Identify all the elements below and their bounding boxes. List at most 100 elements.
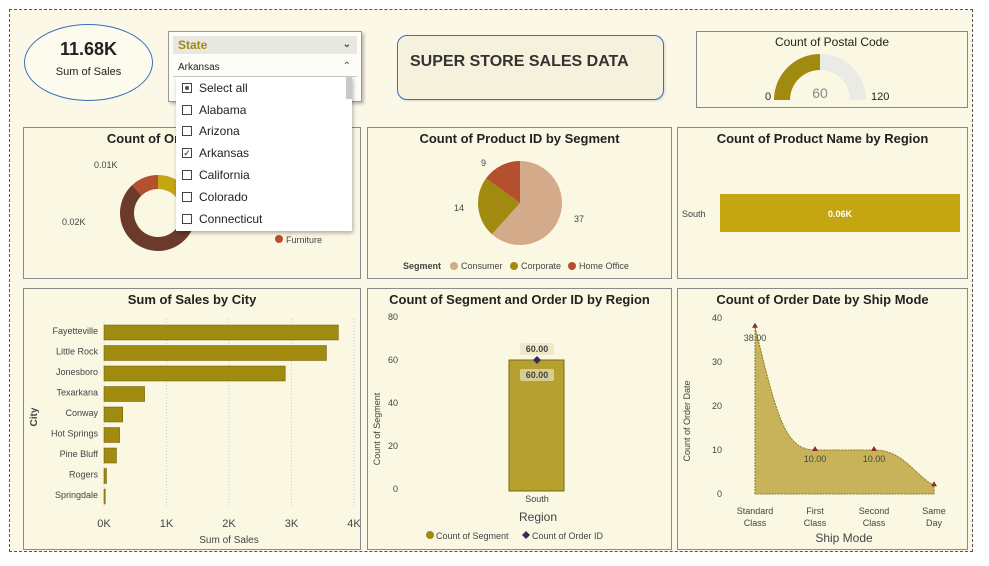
area-marker [752,322,758,328]
slicer-dropdown[interactable]: Select all Alabama Arizona ✓ Arkansas Califor… [176,77,352,231]
donut-label-large: 0.02K [62,217,86,227]
y-tick-label: 0 [717,489,722,499]
segment-order-panel[interactable]: Count of Segment and Order ID by Region … [367,288,672,550]
chevron-down-icon[interactable]: ⌄ [342,39,351,50]
city-bar [103,468,107,484]
slicer-option-connecticut[interactable]: Connecticut [176,208,352,230]
checkbox-icon[interactable] [182,126,192,137]
legend-dot-consumer [450,262,458,270]
area-data-label: 10.00 [804,454,827,464]
x-tick-label: 4K [347,518,361,530]
donut-label-small: 0.01K [94,160,118,170]
slicer-title: State [178,38,208,52]
slicer-header[interactable]: State ⌄ [173,36,357,54]
city-label: Fayetteville [52,326,98,336]
city-bar [103,386,145,402]
donut-slice [120,185,196,251]
legend-orderid: Count of Order ID [532,531,604,541]
sales-axis-title: Sum of Sales [199,535,258,546]
city-label: Conway [65,408,98,418]
kpi-card[interactable]: 11.68K Sum of Sales [24,24,153,101]
shipmode-axis-title: Ship Mode [815,531,873,545]
kpi-label: Sum of Sales [55,66,122,78]
city-label: Rogers [69,470,99,480]
slicer-option-arkansas[interactable]: ✓ Arkansas [176,142,352,164]
city-bar [103,406,123,423]
checkbox-icon[interactable] [182,213,192,224]
product-region-chart: South 0.06K [682,194,960,232]
legend-homeoffice: Home Office [579,261,629,271]
slicer-option-alabama[interactable]: Alabama [176,99,352,121]
y-tick-label: 10 [712,445,722,455]
pie-slice-home-office [486,161,520,203]
checkbox-icon[interactable] [182,82,192,93]
segment-axis-title: Count of Segment [372,392,382,465]
legend-dot-furniture [275,235,283,243]
city-label: Springdale [55,490,98,500]
segment-order-title: Count of Segment and Order ID by Region [389,292,650,307]
legend-corporate: Corporate [521,261,561,271]
y-tick-label: 30 [712,357,722,367]
city-sales-panel[interactable]: Sum of Sales by City City Sum of Sales 0… [23,288,361,550]
y-tick-label: 20 [388,441,398,451]
legend-dot-segment [426,531,434,539]
segment-pie-panel[interactable]: Count of Product ID by Segment 37 14 9 S… [367,127,672,279]
checkbox-icon[interactable] [182,170,192,181]
x-tick-label: Class [744,518,767,528]
report-title: SUPER STORE SALES DATA [410,53,629,70]
gauge-max: 120 [871,91,889,103]
gauge-panel[interactable]: Count of Postal Code 60 0 120 [696,31,968,108]
slicer-option-select-all[interactable]: Select all [176,77,352,99]
bar-south [720,194,960,232]
x-tick-label: Standard [737,506,774,516]
slicer-option-label: Arizona [199,124,240,139]
city-sales-title: Sum of Sales by City [127,292,257,307]
report-title-box: SUPER STORE SALES DATA [397,35,664,100]
slicer-option-colorado[interactable]: Colorado [176,186,352,208]
pie-label-consumer: 37 [574,214,584,224]
city-label: Texarkana [56,388,98,398]
city-label: Hot Springs [51,429,99,439]
region-axis-title: Region [519,510,557,524]
dropdown-scrollbar[interactable] [346,77,352,99]
y-tick-label: 0 [393,484,398,494]
y-tick-label: 40 [712,313,722,323]
bar-south-label: 0.06K [828,209,853,219]
city-bar [103,345,327,361]
city-label: Jonesboro [56,367,98,377]
checkbox-icon[interactable] [182,191,192,202]
area-marker [812,446,818,451]
city-bar [103,447,117,464]
slicer-option-arizona[interactable]: Arizona [176,121,352,143]
y-tick-label: 60 [388,355,398,365]
label-bg [520,369,554,381]
pie-slice-corporate [478,178,520,235]
x-tick-label: 2K [222,518,236,530]
segment-order-chart: Count of Segment Region Count of Segment… [372,312,604,541]
segment-data-label: 60.00 [526,370,549,380]
pie-label-homeoffice: 9 [481,158,486,168]
slicer-option-label: Alabama [199,102,247,117]
label-bg [520,343,554,355]
legend-dot-orderid [522,531,530,539]
checkbox-icon[interactable] [182,104,192,115]
y-tick-label: 20 [712,401,722,411]
chevron-up-icon[interactable]: ⌃ [342,61,351,72]
product-region-panel[interactable]: Count of Product Name by Region South 0.… [677,127,968,279]
city-axis-title: City [29,407,40,426]
city-bar [103,365,286,382]
segment-pie-chart: 37 14 9 Segment Consumer Corporate Home … [403,158,629,271]
x-tick-label: 0K [97,518,111,530]
checkbox-icon[interactable]: ✓ [182,147,192,159]
x-tick-label: Class [863,518,886,528]
x-tick-label: Second [859,506,890,516]
slicer-selected[interactable]: Arkansas ⌃ [173,60,357,77]
orderid-data-label: 60.00 [526,344,549,354]
shipmode-chart: Count of Order Date Ship Mode 0 10 20 30 40 3… [682,313,946,545]
shipmode-panel[interactable]: Count of Order Date by Ship Mode Count o… [677,288,968,550]
shipmode-title: Count of Order Date by Ship Mode [716,292,929,307]
slicer-option-california[interactable]: California [176,164,352,186]
legend-consumer: Consumer [461,261,503,271]
gauge-chart: 60 0 120 [765,54,889,103]
pie-legend-title: Segment [403,261,441,271]
